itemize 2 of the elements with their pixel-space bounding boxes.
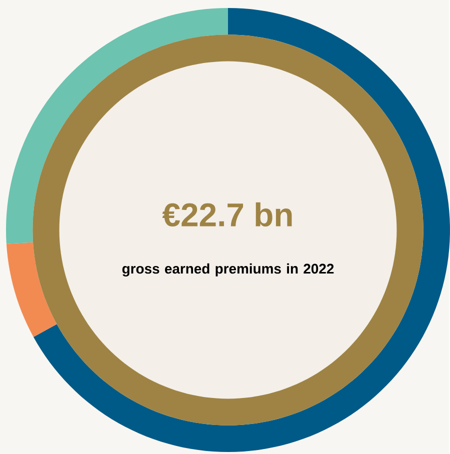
text: €22.7 bn <box>162 202 292 227</box>
text: gross earned premiums in 2022 <box>122 263 334 276</box>
